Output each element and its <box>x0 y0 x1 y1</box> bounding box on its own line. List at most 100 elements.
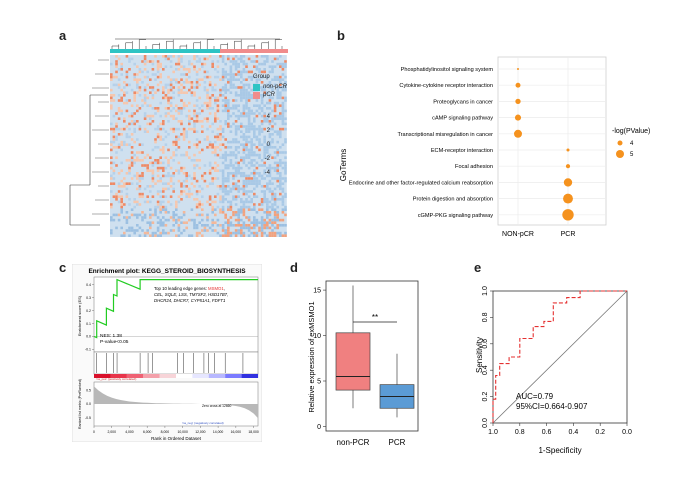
heatmap-cell <box>198 166 201 170</box>
heatmap-cell <box>154 127 157 131</box>
heatmap-cell <box>229 234 233 237</box>
heatmap-cell <box>138 68 142 71</box>
heatmap-cell <box>159 65 162 68</box>
heatmap-cell <box>284 231 287 235</box>
heatmap-cell <box>208 198 212 201</box>
heatmap-cell <box>279 231 282 235</box>
heatmap-cell <box>190 91 194 94</box>
heatmap-cell <box>219 94 222 97</box>
heatmap-cell <box>266 107 269 110</box>
heatmap-cell <box>115 83 118 87</box>
heatmap-cell <box>159 138 162 141</box>
heatmap-cell <box>227 146 230 149</box>
colorbar-segment <box>159 374 177 378</box>
heatmap-cell <box>175 81 178 84</box>
heatmap-cell <box>115 198 118 201</box>
heatmap-cell <box>154 208 157 211</box>
heatmap-cell <box>177 224 181 227</box>
heatmap-cell <box>281 112 285 115</box>
heatmap-cell <box>133 73 136 76</box>
heatmap-cell <box>276 86 279 89</box>
heatmap-cell <box>253 192 256 196</box>
heatmap-cell <box>221 187 225 191</box>
heatmap-cell <box>271 205 274 209</box>
heatmap-cell <box>172 174 175 178</box>
dotplot-point <box>514 129 522 138</box>
heatmap-cell <box>242 182 246 185</box>
heatmap-cell <box>180 198 183 201</box>
heatmap-cell <box>219 148 222 152</box>
heatmap-cell <box>255 177 259 180</box>
heatmap-cell <box>133 96 136 100</box>
heatmap-cell <box>143 101 147 105</box>
legend-swatch-nonpcr <box>253 84 260 91</box>
heatmap-cell <box>281 190 285 193</box>
heatmap-cell <box>159 122 162 126</box>
heatmap-cell <box>229 65 233 68</box>
heatmap-cell <box>198 231 201 235</box>
heatmap-cell <box>112 83 116 87</box>
heatmap-cell <box>229 91 233 94</box>
heatmap-cell <box>258 62 261 66</box>
heatmap-cell <box>266 216 269 219</box>
heatmap-cell <box>253 65 256 68</box>
heatmap-cell <box>232 231 235 235</box>
heatmap-cell <box>156 192 160 196</box>
heatmap-cell <box>128 60 131 63</box>
ranked-metric-fill <box>94 386 258 419</box>
heatmap-cell <box>216 60 220 63</box>
heatmap-cell <box>250 60 253 63</box>
heatmap-cell <box>253 182 256 185</box>
heatmap-cell <box>182 73 186 76</box>
heatmap-cell <box>279 135 282 139</box>
heatmap-cell <box>133 205 136 209</box>
heatmap-cell <box>159 148 162 152</box>
heatmap-cell <box>188 140 191 144</box>
heatmap-cell <box>112 127 116 131</box>
heatmap-cell <box>159 200 162 204</box>
heatmap-cell <box>141 229 144 232</box>
heatmap-cell <box>169 78 173 81</box>
heatmap-cell <box>224 96 227 100</box>
heatmap-cell <box>258 174 261 178</box>
heatmap-cell <box>255 114 259 118</box>
heatmap-cell <box>229 140 233 144</box>
heatmap-cell <box>159 221 162 224</box>
heatmap-cell <box>208 55 212 58</box>
heatmap-cell <box>255 138 259 141</box>
heatmap-cell <box>115 135 118 139</box>
heatmap-cell <box>237 185 240 188</box>
heatmap-cell <box>271 70 274 74</box>
heatmap-cell <box>169 83 173 87</box>
heatmap-cell <box>276 114 279 118</box>
heatmap-cell <box>203 229 207 232</box>
heatmap-cell <box>255 65 259 68</box>
heatmap-cell <box>136 78 139 81</box>
heatmap-cell <box>224 164 227 167</box>
dot-legend-title: -log(PValue) <box>612 128 650 135</box>
heatmap-cell <box>198 107 201 110</box>
heatmap-cell <box>156 179 160 183</box>
heatmap-cell <box>136 138 139 141</box>
heatmap-cell <box>130 138 134 141</box>
heatmap-cell <box>172 127 175 131</box>
heatmap-cell <box>234 234 238 237</box>
heatmap-cell <box>247 200 251 204</box>
heatmap-cell <box>151 86 155 89</box>
heatmap-cell <box>188 234 191 237</box>
heatmap-cell <box>112 172 116 175</box>
heatmap-cell <box>149 78 152 81</box>
heatmap-cell <box>232 60 235 63</box>
heatmap-cell <box>237 211 240 214</box>
heatmap-cell <box>206 88 209 92</box>
heatmap-cell <box>156 216 160 219</box>
heatmap-cell <box>156 65 160 68</box>
heatmap-cell <box>188 81 191 84</box>
go-term-label: ECM-receptor interaction <box>431 148 493 154</box>
heatmap-cell <box>177 112 181 115</box>
heatmap-cell <box>117 218 121 222</box>
heatmap-cell <box>260 221 264 224</box>
heatmap-cell <box>162 174 165 178</box>
heatmap-cell <box>271 195 274 198</box>
heatmap-cell <box>214 146 217 149</box>
